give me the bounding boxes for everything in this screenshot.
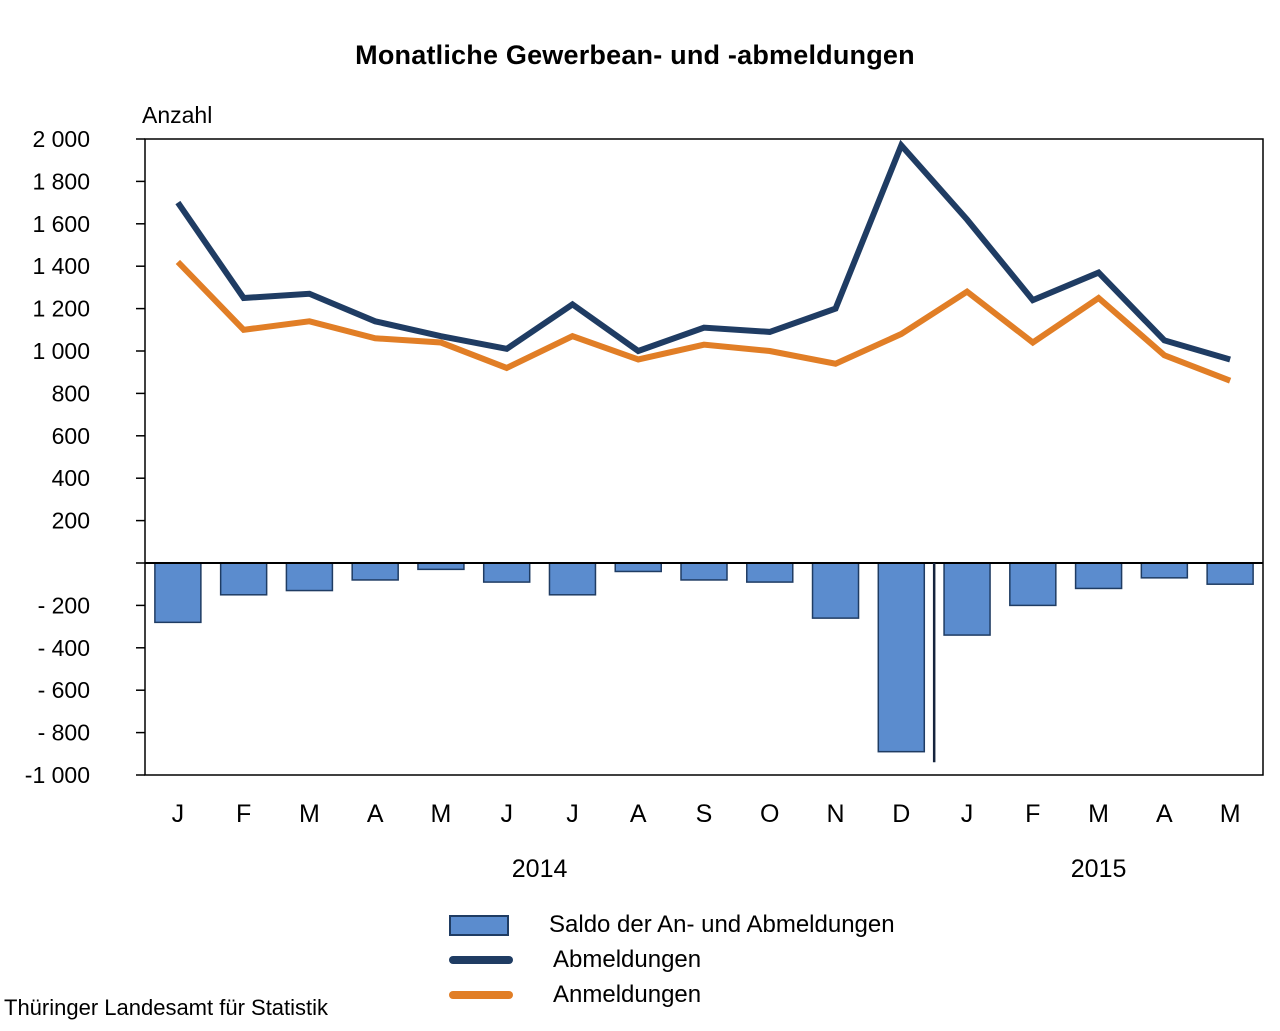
svg-text:M: M (431, 800, 452, 828)
svg-text:F: F (236, 800, 251, 828)
legend-label-abmeldungen: Abmeldungen (553, 946, 702, 973)
svg-text:O: O (760, 800, 779, 828)
legend-item-abmeldungen: Abmeldungen (449, 946, 895, 973)
svg-text:J: J (172, 800, 185, 828)
svg-text:M: M (1088, 800, 1109, 828)
svg-text:400: 400 (52, 465, 90, 491)
svg-text:800: 800 (52, 380, 90, 406)
svg-text:1 600: 1 600 (32, 211, 90, 237)
svg-text:M: M (299, 800, 320, 828)
abmeldungen-line-swatch (449, 956, 513, 964)
svg-text:J: J (566, 800, 579, 828)
anmeldungen-line-swatch (449, 991, 513, 999)
svg-text:A: A (1156, 800, 1173, 828)
svg-text:A: A (367, 800, 384, 828)
svg-text:1 000: 1 000 (32, 338, 90, 364)
svg-text:1 800: 1 800 (32, 168, 90, 194)
y-axis-title: Anzahl (142, 102, 213, 128)
svg-text:S: S (696, 800, 713, 828)
saldo-bar-swatch (449, 914, 509, 936)
svg-text:2015: 2015 (1071, 855, 1127, 883)
svg-text:2014: 2014 (512, 855, 568, 883)
legend-item-saldo: Saldo der An- und Abmeldungen (449, 911, 895, 938)
svg-text:600: 600 (52, 423, 90, 449)
svg-text:J: J (961, 800, 974, 828)
svg-text:M: M (1220, 800, 1241, 828)
saldo-bars (154, 562, 1254, 753)
svg-text:- 400: - 400 (38, 635, 90, 661)
svg-text:- 600: - 600 (38, 677, 90, 703)
chart-title: Monatliche Gewerbean- und -abmeldungen (355, 40, 915, 70)
svg-text:200: 200 (52, 508, 90, 534)
svg-text:- 200: - 200 (38, 592, 90, 618)
legend-label-saldo: Saldo der An- und Abmeldungen (549, 911, 895, 938)
series-line-anmeldungen (175, 259, 1232, 384)
svg-text:1 400: 1 400 (32, 253, 90, 279)
legend-label-anmeldungen: Anmeldungen (553, 981, 702, 1008)
svg-text:F: F (1025, 800, 1040, 828)
svg-text:-1 000: -1 000 (25, 762, 90, 788)
svg-text:N: N (826, 800, 844, 828)
svg-text:1 200: 1 200 (32, 296, 90, 322)
svg-text:- 800: - 800 (38, 720, 90, 746)
source-note: Thüringer Landesamt für Statistik (4, 995, 329, 1020)
legend-item-anmeldungen: Anmeldungen (449, 981, 895, 1008)
y-axis-ticks: 2 000 1 800 1 600 1 400 1 200 1 000 800 600 400 2… (25, 126, 145, 788)
series-line-abmeldungen (175, 139, 1231, 363)
plot-frame (144, 138, 1264, 776)
svg-text:2 000: 2 000 (32, 126, 90, 152)
svg-text:A: A (630, 800, 647, 828)
svg-text:D: D (892, 800, 910, 828)
chart-legend: Saldo der An- und Abmeldungen Abmeldunge… (449, 911, 895, 1008)
svg-text:J: J (500, 800, 513, 828)
x-axis-year-labels: 2014 2015 (512, 855, 1127, 883)
